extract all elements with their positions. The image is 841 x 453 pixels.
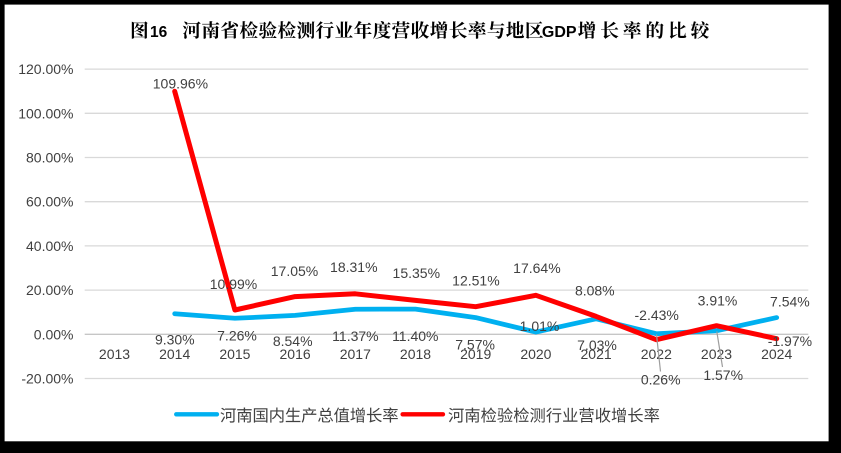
svg-text:80.00%: 80.00% — [26, 150, 73, 166]
svg-text:7.57%: 7.57% — [455, 337, 495, 353]
svg-text:0.26%: 0.26% — [641, 371, 681, 387]
svg-text:3.91%: 3.91% — [698, 293, 738, 309]
svg-text:8.08%: 8.08% — [575, 283, 615, 299]
svg-text:20.00%: 20.00% — [26, 282, 73, 298]
svg-text:11.40%: 11.40% — [392, 328, 438, 344]
svg-text:7.03%: 7.03% — [577, 337, 617, 353]
svg-text:8.54%: 8.54% — [273, 333, 313, 349]
svg-text:GDP: GDP — [542, 24, 577, 41]
svg-text:-1.97%: -1.97% — [768, 333, 812, 349]
svg-text:2016: 2016 — [280, 346, 311, 362]
svg-text:2024: 2024 — [761, 346, 792, 362]
svg-text:10.99%: 10.99% — [210, 276, 257, 292]
svg-text:100.00%: 100.00% — [18, 105, 73, 121]
svg-text:11.37%: 11.37% — [332, 328, 378, 344]
svg-text:120.00%: 120.00% — [18, 61, 73, 77]
svg-text:7.26%: 7.26% — [217, 328, 257, 344]
svg-text:2019: 2019 — [460, 346, 491, 362]
svg-text:16: 16 — [150, 24, 168, 41]
svg-text:2015: 2015 — [219, 346, 250, 362]
svg-text:2023: 2023 — [701, 346, 732, 362]
svg-text:18.31%: 18.31% — [330, 259, 377, 275]
svg-text:9.30%: 9.30% — [155, 332, 195, 348]
svg-text:2020: 2020 — [520, 346, 551, 362]
svg-text:0.00%: 0.00% — [34, 326, 74, 342]
svg-text:7.54%: 7.54% — [770, 294, 810, 310]
svg-text:12.51%: 12.51% — [452, 273, 499, 289]
svg-text:40.00%: 40.00% — [26, 238, 73, 254]
svg-text:17.05%: 17.05% — [271, 263, 318, 279]
svg-text:60.00%: 60.00% — [26, 194, 73, 210]
svg-text:2022: 2022 — [641, 346, 672, 362]
svg-text:2014: 2014 — [159, 346, 190, 362]
svg-text:1.01%: 1.01% — [520, 318, 560, 334]
svg-text:-20.00%: -20.00% — [21, 371, 73, 387]
svg-text:2018: 2018 — [400, 346, 431, 362]
svg-text:-2.43%: -2.43% — [635, 307, 679, 323]
svg-text:2013: 2013 — [99, 346, 130, 362]
svg-text:2021: 2021 — [581, 346, 612, 362]
svg-text:1.57%: 1.57% — [703, 367, 743, 383]
svg-text:15.35%: 15.35% — [393, 265, 440, 281]
svg-text:109.96%: 109.96% — [153, 76, 208, 92]
svg-text:17.64%: 17.64% — [513, 260, 560, 276]
svg-text:2017: 2017 — [340, 346, 371, 362]
